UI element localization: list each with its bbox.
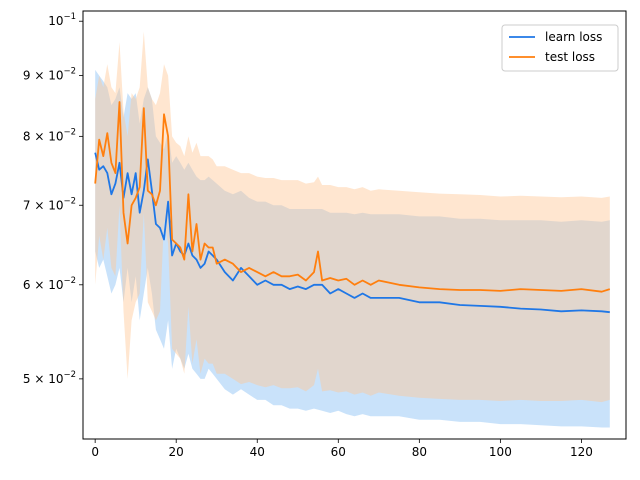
x-tick-label: 20	[169, 445, 184, 459]
x-tick-label: 40	[250, 445, 265, 459]
y-axis: 10−1 9 × 10−2 8 × 10−2 7 × 10−2 6 × 10−2 5 × …	[23, 12, 83, 386]
series-1-line	[94, 101, 611, 293]
plot-frame	[82, 10, 627, 440]
x-tick-label: 100	[489, 445, 512, 459]
y-tick-label: 6 × 10−2	[23, 276, 76, 292]
confidence-bands	[95, 31, 610, 428]
legend: learn loss test loss	[501, 24, 619, 72]
y-tick-label: 5 × 10−2	[23, 370, 76, 386]
x-tick-label: 60	[331, 445, 346, 459]
legend-label-0: learn loss	[545, 30, 602, 44]
series-0-band	[95, 69, 610, 428]
x-tick-label: 0	[91, 445, 99, 459]
series-lines	[94, 101, 611, 314]
x-tick-label: 120	[570, 445, 593, 459]
x-tick-label: 80	[412, 445, 427, 459]
y-tick-label: 7 × 10−2	[23, 196, 76, 212]
y-tick-label: 8 × 10−2	[23, 127, 76, 143]
legend-label-1: test loss	[545, 50, 595, 64]
x-axis: 0 20 40 60 80 100 120	[91, 439, 593, 459]
y-tick-label: 10−1	[48, 12, 76, 28]
series-0-line	[94, 152, 610, 314]
y-tick-label: 9 × 10−2	[23, 67, 76, 83]
series-1-band	[95, 31, 610, 403]
